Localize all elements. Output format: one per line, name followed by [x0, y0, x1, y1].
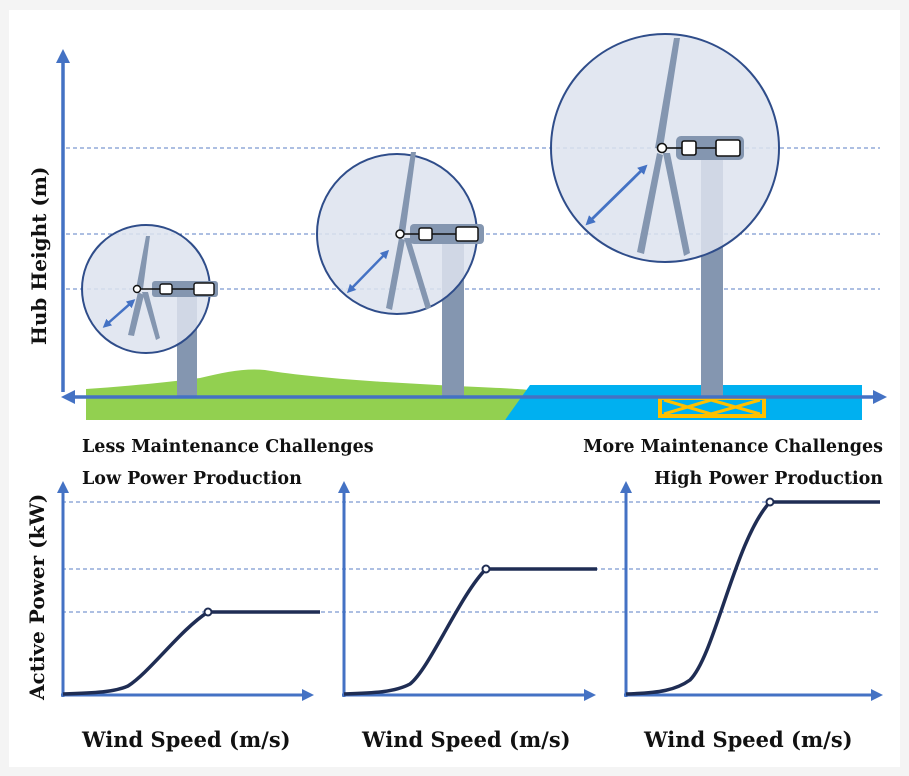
caption-more-maintenance: More Maintenance Challenges [583, 437, 883, 457]
hub-height-axis-label: Hub Height (m) [27, 166, 51, 345]
rated-point-medium [481, 564, 491, 574]
wind-speed-label-2: Wind Speed (m/s) [362, 727, 571, 752]
caption-low-power: Low Power Production [82, 469, 302, 489]
wind-speed-label-3: Wind Speed (m/s) [644, 727, 853, 752]
turbine-medium [316, 152, 484, 315]
power-curve-large [625, 500, 880, 696]
power-chart-small [57, 481, 320, 701]
power-curve-medium [343, 567, 597, 696]
active-power-axis-label: Active Power (kW) [25, 493, 49, 700]
turbine-large [550, 33, 780, 263]
power-chart-medium [338, 481, 597, 701]
rated-point-large [765, 497, 775, 507]
caption-less-maintenance: Less Maintenance Challenges [82, 437, 374, 457]
caption-high-power: High Power Production [654, 469, 883, 489]
rated-point-small [203, 607, 213, 617]
turbine-small [81, 224, 218, 354]
power-gridlines [62, 501, 880, 613]
wind-speed-label-1: Wind Speed (m/s) [82, 727, 291, 752]
power-chart-large [620, 481, 883, 701]
power-curve-small [62, 610, 320, 696]
